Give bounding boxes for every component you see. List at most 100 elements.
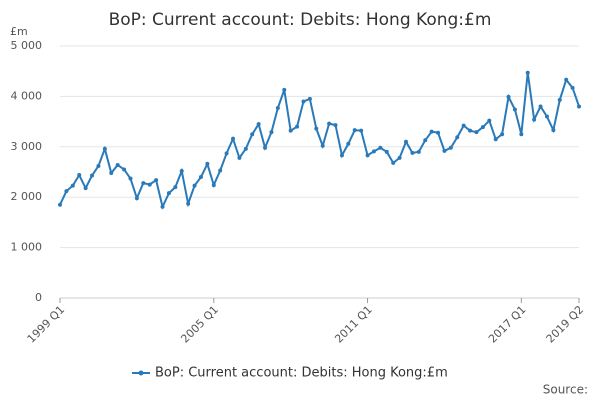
- line: [59, 72, 580, 210]
- marker: [141, 181, 146, 186]
- marker: [506, 94, 511, 99]
- marker: [397, 155, 402, 160]
- marker: [423, 138, 428, 143]
- marker: [128, 176, 133, 181]
- marker: [455, 135, 460, 140]
- marker: [500, 132, 505, 137]
- marker: [564, 77, 569, 82]
- marker: [480, 125, 485, 130]
- marker: [339, 153, 344, 158]
- marker: [391, 160, 396, 165]
- marker: [160, 204, 165, 209]
- marker: [557, 97, 562, 102]
- marker: [263, 145, 268, 150]
- marker: [275, 105, 280, 110]
- marker: [577, 104, 581, 109]
- x-tick-label: 2017 Q1: [486, 303, 529, 346]
- x-tick-label: 2011 Q1: [332, 303, 375, 346]
- marker: [371, 149, 376, 154]
- marker: [154, 178, 159, 183]
- marker: [205, 161, 210, 166]
- marker: [211, 183, 216, 188]
- marker: [269, 130, 274, 135]
- marker: [352, 128, 357, 133]
- marker: [525, 70, 530, 75]
- marker: [346, 141, 351, 146]
- marker: [384, 149, 389, 154]
- marker: [115, 162, 120, 167]
- marker: [147, 182, 152, 187]
- marker: [70, 183, 75, 188]
- marker: [243, 146, 248, 151]
- marker: [538, 104, 543, 109]
- marker: [166, 191, 171, 196]
- marker: [282, 87, 287, 92]
- marker: [186, 201, 191, 206]
- marker: [474, 130, 479, 135]
- marker: [134, 196, 139, 201]
- y-tick-label: 1 000: [11, 241, 43, 254]
- marker: [250, 132, 255, 137]
- marker: [532, 117, 537, 122]
- y-tick-label: 4 000: [11, 89, 43, 102]
- marker: [192, 183, 197, 188]
- x-tick-label: 1999 Q1: [25, 303, 68, 346]
- marker: [333, 123, 338, 128]
- y-tick-label: 0: [35, 291, 42, 304]
- marker: [231, 136, 235, 141]
- marker: [218, 168, 223, 173]
- marker: [83, 186, 88, 191]
- marker: [237, 155, 242, 160]
- marker: [404, 139, 408, 144]
- legend-marker: [138, 370, 144, 376]
- marker: [122, 167, 127, 172]
- x-tick-label: 2005 Q1: [178, 303, 221, 346]
- marker: [512, 107, 517, 112]
- marker: [256, 122, 261, 127]
- marker: [519, 132, 524, 137]
- marker: [307, 96, 312, 101]
- legend-label: BoP: Current account: Debits: Hong Kong:…: [155, 366, 448, 381]
- y-tick-label: 2 000: [11, 190, 43, 203]
- marker: [58, 202, 62, 207]
- marker: [64, 189, 69, 194]
- marker: [544, 114, 549, 119]
- marker: [288, 128, 293, 133]
- marker: [90, 173, 95, 178]
- marker: [436, 130, 441, 135]
- marker: [224, 151, 229, 156]
- y-tick-label: 3 000: [11, 140, 43, 153]
- marker: [448, 145, 453, 150]
- marker: [551, 128, 556, 133]
- y-tick-label: 5 000: [11, 39, 43, 52]
- marker: [429, 129, 434, 134]
- marker: [378, 145, 383, 150]
- marker: [320, 143, 325, 148]
- y-unit: £m: [10, 25, 28, 38]
- marker: [487, 118, 492, 123]
- x-tick-label: 2019 Q2: [544, 303, 587, 346]
- marker: [179, 168, 184, 173]
- marker: [173, 185, 178, 190]
- marker: [198, 175, 203, 180]
- marker: [365, 153, 370, 158]
- marker: [77, 173, 82, 178]
- marker: [493, 137, 498, 142]
- marker: [359, 128, 364, 133]
- marker: [301, 99, 306, 104]
- marker: [442, 148, 447, 153]
- marker: [468, 128, 473, 133]
- marker: [327, 121, 332, 126]
- marker: [410, 150, 415, 155]
- marker: [570, 85, 575, 90]
- marker: [295, 124, 300, 129]
- chart-title: BoP: Current account: Debits: Hong Kong:…: [109, 10, 492, 30]
- marker: [314, 126, 319, 131]
- marker: [109, 171, 114, 176]
- marker: [416, 149, 421, 154]
- marker: [102, 146, 107, 151]
- source: Source:: [543, 383, 588, 397]
- marker: [461, 123, 466, 128]
- marker: [96, 163, 101, 168]
